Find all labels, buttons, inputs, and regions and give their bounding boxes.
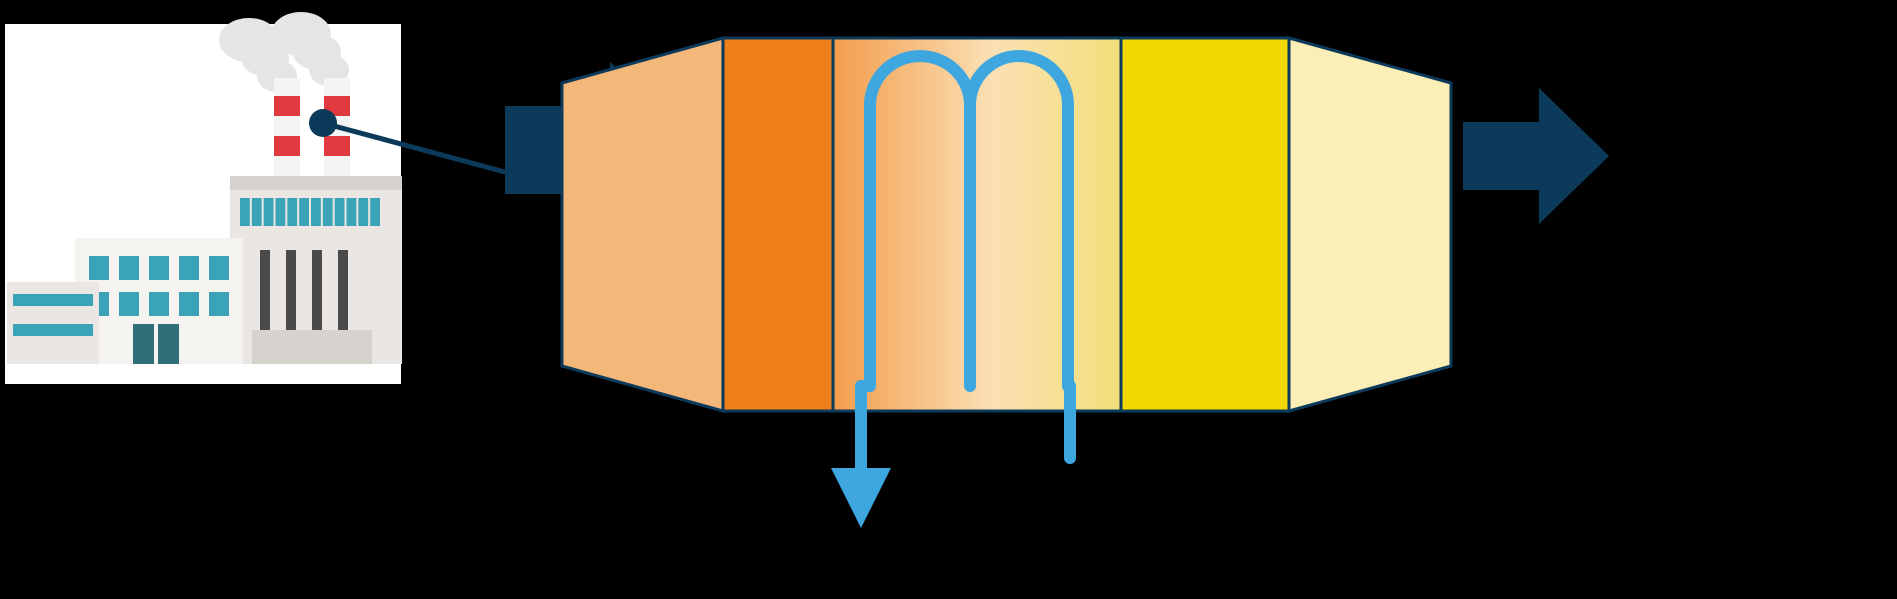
process-unit (562, 38, 1451, 411)
diagram-canvas (0, 0, 1897, 599)
factory-icon (5, 12, 402, 384)
unit-panel-2 (723, 38, 833, 411)
unit-panel-4 (1121, 38, 1289, 411)
connector-node (309, 109, 337, 137)
unit-panel-5 (1289, 38, 1451, 411)
outlet-arrow (1463, 88, 1609, 224)
unit-panel-1 (562, 38, 723, 411)
